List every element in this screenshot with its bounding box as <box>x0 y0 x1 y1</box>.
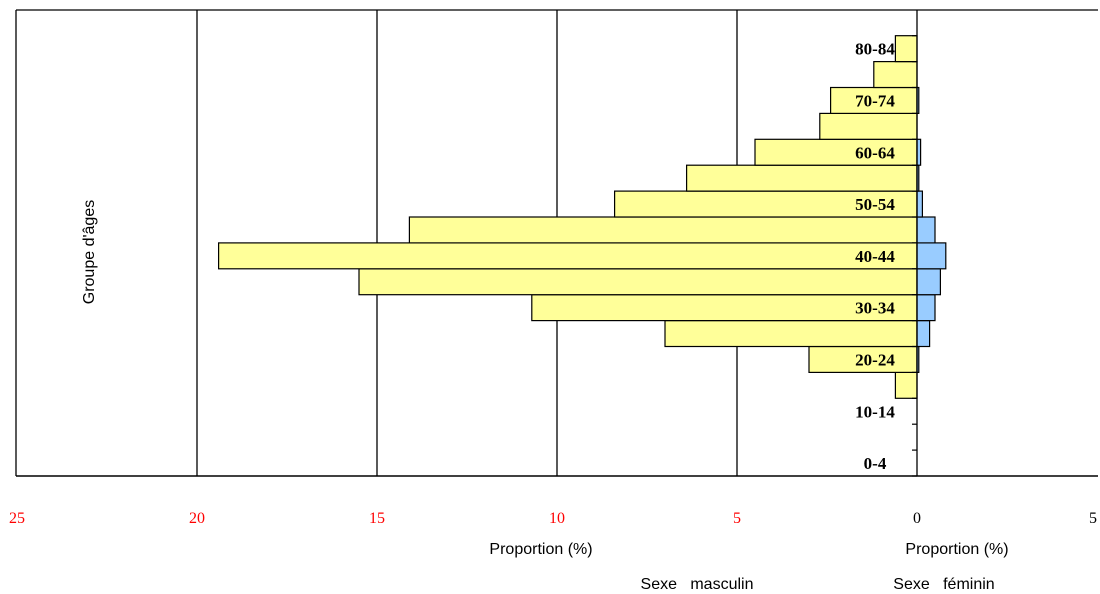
right-bars <box>916 86 947 373</box>
y-axis-label: Groupe d'âges <box>81 200 98 304</box>
bar-left-45-49 <box>408 216 918 244</box>
category-label: 20-24 <box>855 350 895 369</box>
bar-left-15-19 <box>894 371 918 399</box>
right-x-axis-label: Proportion (%) <box>905 541 1008 558</box>
bar-left-40-44 <box>218 242 918 270</box>
category-label: 80-84 <box>855 40 895 59</box>
x-tick-label-left: 20 <box>189 510 205 527</box>
bar-right-45-49 <box>916 216 936 244</box>
right-sex-label: Sexe féminin <box>893 576 994 593</box>
x-tick-label-left: 15 <box>369 510 385 527</box>
bar-left-25-29 <box>664 320 918 348</box>
category-label: 60-64 <box>855 143 895 162</box>
x-tick-label-left: 10 <box>549 510 565 527</box>
category-label: 30-34 <box>855 299 895 318</box>
left-x-axis-label: Proportion (%) <box>489 541 592 558</box>
bar-right-30-34 <box>916 294 936 322</box>
bar-left-55-59 <box>685 164 918 192</box>
bar-left-30-34 <box>531 294 918 322</box>
bar-right-50-54 <box>916 190 924 218</box>
category-label: 40-44 <box>855 247 895 266</box>
x-tick-label-right: 0 <box>913 510 921 527</box>
category-label: 70-74 <box>855 91 895 110</box>
category-labels: 0-4 10-14 20-24 30-34 40-44 50-54 60-64 70-74 80… <box>855 40 895 473</box>
bar-right-25-29 <box>916 320 931 348</box>
bar-left-65-69 <box>819 112 918 140</box>
category-label: 0-4 <box>864 454 887 473</box>
category-label: 50-54 <box>855 195 895 214</box>
bar-left-35-39 <box>358 268 918 296</box>
x-tick-labels: 25 20 15 10 5 0 5 <box>9 510 1097 527</box>
category-label: 10-14 <box>855 402 895 421</box>
center-axis-ticks <box>912 35 917 477</box>
bar-left-75-79 <box>873 60 918 89</box>
left-bars <box>218 35 918 399</box>
x-tick-label-left: 25 <box>9 510 25 527</box>
bar-right-35-39 <box>916 268 941 296</box>
left-sex-label: Sexe masculin <box>641 576 754 593</box>
x-tick-label-right: 5 <box>1089 510 1097 527</box>
bar-right-40-44 <box>916 242 947 270</box>
bar-left-60-64 <box>754 138 918 166</box>
bar-left-20-24 <box>808 345 918 373</box>
bar-left-80-84 <box>894 35 918 63</box>
x-tick-label-left: 5 <box>733 510 741 527</box>
